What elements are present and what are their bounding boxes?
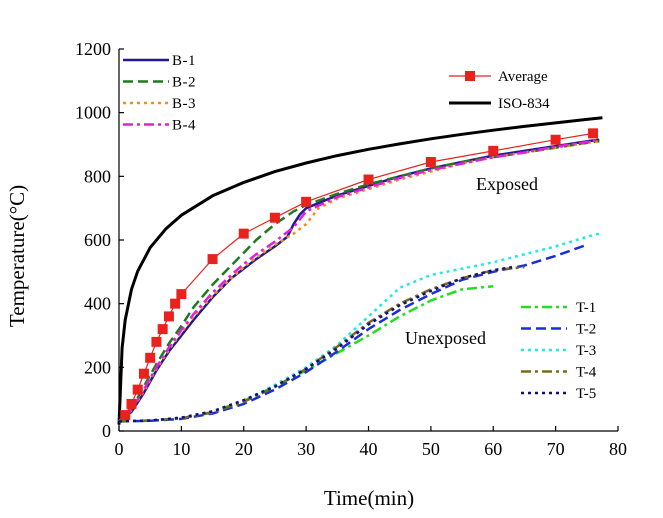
legend-label-b-1: B-1 (172, 53, 196, 69)
average-marker (425, 157, 436, 168)
average-marker (145, 352, 156, 363)
x-tick-label: 60 (484, 439, 502, 459)
x-tick-label: 40 (360, 439, 378, 459)
annotation-unexposed: Unexposed (405, 328, 486, 348)
x-tick-label: 30 (297, 439, 315, 459)
average-marker (120, 410, 131, 421)
legend-label-t-1: T-1 (576, 300, 596, 316)
average-marker (138, 368, 149, 379)
average-marker (157, 324, 168, 335)
legend-label-average: Average (498, 69, 548, 85)
series-line-b-4 (118, 138, 600, 423)
series-line-t-2 (118, 243, 588, 423)
y-tick-label: 200 (84, 357, 111, 377)
average-marker (550, 134, 561, 145)
plot-area (117, 116, 603, 425)
y-tick-label: 800 (84, 166, 111, 186)
x-tick-label: 70 (547, 439, 565, 459)
average-marker (488, 145, 499, 156)
y-tick-label: 400 (84, 294, 111, 314)
x-tick-label: 80 (609, 439, 627, 459)
x-tick-label: 10 (172, 439, 190, 459)
series-line-t-5 (118, 265, 513, 423)
y-tick-label: 600 (84, 230, 111, 250)
series-line-iso-834 (117, 116, 603, 425)
average-marker (176, 289, 187, 300)
annotation-exposed: Exposed (476, 174, 538, 194)
legend-marker-average (465, 71, 475, 81)
legend-label-b-4: B-4 (172, 118, 196, 134)
average-marker (363, 174, 374, 185)
series-line-b-3 (118, 140, 600, 423)
average-marker (170, 298, 181, 309)
legend-label-iso-834: ISO-834 (498, 96, 550, 112)
average-marker (132, 384, 143, 395)
average-marker (163, 311, 174, 322)
x-tick-label: 50 (422, 439, 440, 459)
legend-label-b-3: B-3 (172, 96, 196, 112)
average-marker (151, 336, 162, 347)
y-tick-label: 1000 (75, 103, 111, 123)
average-marker (301, 196, 312, 207)
average-marker (238, 228, 249, 239)
average-marker (126, 398, 137, 409)
average-marker (588, 128, 599, 139)
y-axis-label: Temperature(°C) (5, 185, 29, 327)
x-axis-label: Time(min) (324, 486, 414, 510)
legend-label-t-5: T-5 (576, 386, 596, 402)
legend-label-b-2: B-2 (172, 75, 196, 91)
average-marker (207, 254, 218, 265)
x-tick-label: 20 (235, 439, 253, 459)
average-marker (269, 212, 280, 223)
legend-label-t-3: T-3 (576, 343, 596, 359)
y-tick-label: 1200 (75, 39, 111, 59)
legends: B-1 B-2 B-3 B-4 Average ISO-834 T-1 T-2 T-3 T-4 T-… (123, 53, 597, 402)
series-line-t-1 (118, 284, 494, 423)
x-tick-label: 0 (115, 439, 124, 459)
legend-label-t-4: T-4 (576, 365, 597, 381)
y-tick-label: 0 (102, 421, 111, 441)
legend-label-t-2: T-2 (576, 322, 596, 338)
